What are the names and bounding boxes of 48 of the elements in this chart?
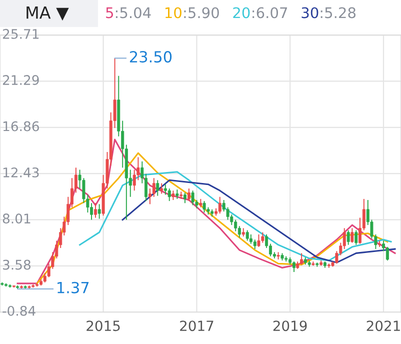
candlestick xyxy=(156,180,160,196)
candlestick xyxy=(191,190,194,206)
x-tick-label: 2015 xyxy=(86,320,120,332)
candlestick xyxy=(152,178,156,198)
candlestick xyxy=(249,234,252,244)
candlestick xyxy=(183,192,186,204)
candlestick xyxy=(342,228,346,250)
annotation: 23.50 xyxy=(130,51,172,63)
candlestick xyxy=(234,219,238,232)
y-tick-label: 21.29 xyxy=(2,75,39,86)
candlestick xyxy=(172,190,175,200)
candlestick xyxy=(246,230,249,242)
y-tick-label: 16.86 xyxy=(3,121,39,132)
x-tick-label: 2021 xyxy=(366,320,400,332)
candlestick xyxy=(238,226,241,238)
text: 30:5.28 xyxy=(302,7,356,18)
text: 10:5.90 xyxy=(165,7,219,18)
x-tick-label: 2019 xyxy=(273,320,307,332)
candlestick xyxy=(164,184,167,196)
candlestick xyxy=(346,230,350,246)
y-tick-label: -0.84 xyxy=(2,306,36,316)
x-tick-label: 2017 xyxy=(180,320,214,332)
y-tick-label: 8.01 xyxy=(2,214,30,224)
candlestick xyxy=(160,182,164,194)
candlestick xyxy=(257,234,260,248)
text: 5:5.04 xyxy=(106,7,151,18)
y-tick-label: 3.58 xyxy=(3,260,30,270)
candlestick xyxy=(176,189,179,200)
candlestick xyxy=(98,204,101,220)
candlestick xyxy=(90,202,94,220)
legend-title: MA ▼ xyxy=(26,6,69,21)
y-tick-label: 12.43 xyxy=(3,167,39,178)
candlestick xyxy=(168,188,171,202)
text: 20:6.07 xyxy=(233,7,288,18)
candlestick xyxy=(187,188,190,202)
candlestick xyxy=(386,246,389,261)
candlestick xyxy=(261,232,264,244)
candlestick xyxy=(354,230,358,246)
candlestick xyxy=(253,239,256,250)
y-tick-label: 25.71 xyxy=(2,28,39,39)
candlestick xyxy=(300,252,304,266)
line-series xyxy=(122,179,396,264)
candlestick xyxy=(218,196,222,214)
annotation: 1.37 xyxy=(58,282,89,294)
candlestick xyxy=(350,228,354,244)
candlestick xyxy=(202,200,206,213)
candlestick xyxy=(292,261,296,272)
candlestick xyxy=(94,202,97,218)
